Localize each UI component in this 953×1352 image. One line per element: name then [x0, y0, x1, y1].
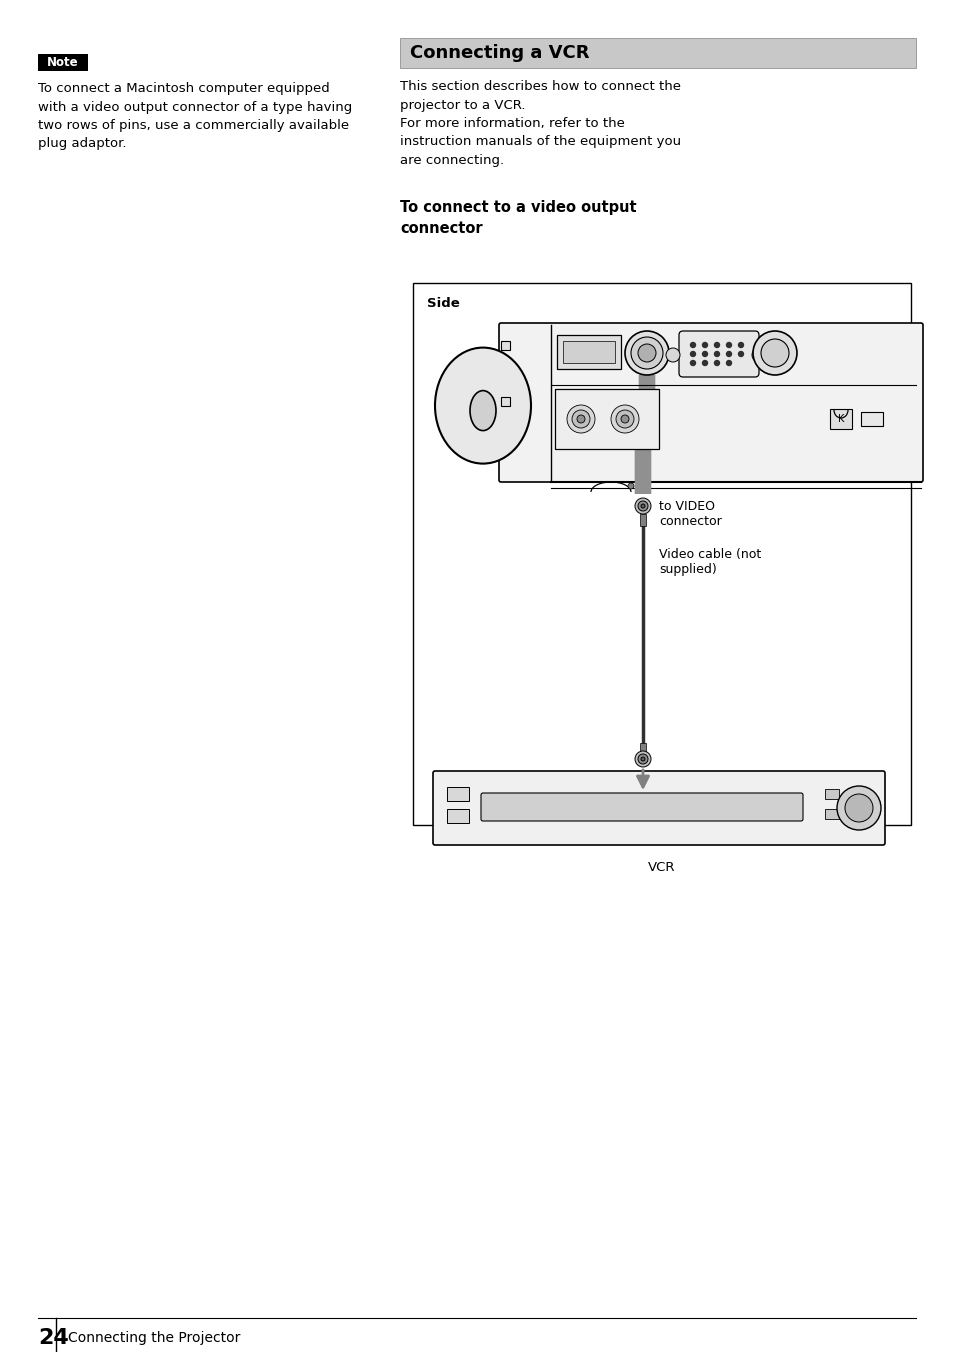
Circle shape	[726, 342, 731, 347]
Circle shape	[640, 757, 644, 761]
Circle shape	[640, 504, 644, 508]
FancyBboxPatch shape	[480, 794, 802, 821]
Text: To connect a Macintosh computer equipped
with a video output connector of a type: To connect a Macintosh computer equipped…	[38, 82, 352, 150]
Circle shape	[690, 352, 695, 357]
Circle shape	[620, 415, 628, 423]
Circle shape	[714, 342, 719, 347]
Circle shape	[690, 342, 695, 347]
Bar	[447, 787, 469, 800]
Circle shape	[738, 342, 742, 347]
Bar	[38, 54, 88, 72]
Bar	[399, 38, 915, 68]
Circle shape	[751, 347, 765, 362]
Text: to VIDEO
connector: to VIDEO connector	[659, 500, 721, 529]
Bar	[824, 790, 838, 799]
Circle shape	[566, 406, 595, 433]
Circle shape	[701, 361, 707, 365]
Circle shape	[638, 343, 656, 362]
Bar	[447, 808, 469, 823]
Text: Connecting the Projector: Connecting the Projector	[68, 1330, 240, 1345]
Circle shape	[572, 410, 589, 429]
Circle shape	[714, 352, 719, 357]
Text: to video
output: to video output	[659, 777, 709, 804]
Text: 24: 24	[38, 1328, 69, 1348]
Circle shape	[638, 502, 647, 511]
FancyBboxPatch shape	[557, 335, 620, 369]
Circle shape	[690, 361, 695, 365]
Text: This section describes how to connect the
projector to a VCR.
For more informati: This section describes how to connect th…	[399, 80, 680, 168]
Circle shape	[760, 339, 788, 366]
Circle shape	[616, 410, 634, 429]
Bar	[500, 341, 510, 350]
FancyBboxPatch shape	[498, 323, 923, 483]
Circle shape	[726, 352, 731, 357]
Circle shape	[665, 347, 679, 362]
Text: To connect to a video output
connector: To connect to a video output connector	[399, 200, 636, 237]
Circle shape	[714, 361, 719, 365]
Text: VCR: VCR	[648, 861, 675, 873]
Circle shape	[635, 498, 650, 514]
Text: Video cable (not
supplied): Video cable (not supplied)	[659, 548, 760, 576]
Circle shape	[752, 331, 796, 375]
Circle shape	[638, 754, 647, 764]
Circle shape	[610, 406, 639, 433]
Bar	[639, 744, 645, 753]
Bar	[639, 514, 645, 526]
Circle shape	[630, 337, 662, 369]
Circle shape	[701, 352, 707, 357]
Ellipse shape	[470, 391, 496, 430]
Bar	[824, 808, 838, 819]
Bar	[413, 283, 910, 825]
Bar	[861, 412, 882, 426]
Circle shape	[844, 794, 872, 822]
Text: K: K	[837, 414, 843, 425]
Text: Note: Note	[47, 55, 79, 69]
Circle shape	[624, 331, 668, 375]
FancyBboxPatch shape	[555, 389, 659, 449]
FancyBboxPatch shape	[433, 771, 884, 845]
Text: Side: Side	[427, 297, 459, 310]
Circle shape	[726, 361, 731, 365]
FancyBboxPatch shape	[829, 410, 851, 429]
Circle shape	[577, 415, 584, 423]
Bar	[500, 397, 510, 406]
Circle shape	[738, 352, 742, 357]
Text: Connecting a VCR: Connecting a VCR	[410, 45, 589, 62]
Circle shape	[627, 483, 634, 489]
Circle shape	[701, 342, 707, 347]
FancyBboxPatch shape	[679, 331, 759, 377]
Circle shape	[635, 750, 650, 767]
Bar	[562, 341, 615, 362]
Ellipse shape	[435, 347, 531, 464]
Circle shape	[836, 786, 880, 830]
